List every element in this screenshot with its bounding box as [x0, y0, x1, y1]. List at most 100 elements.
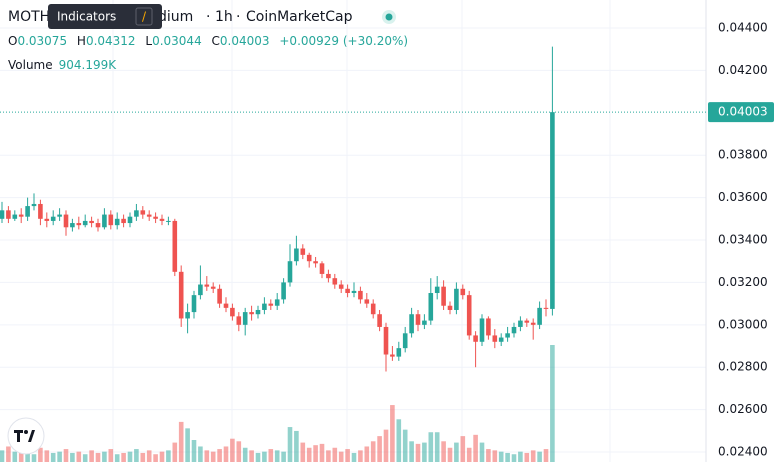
last-price-label: 0.04003 [718, 105, 768, 119]
volume-bar [370, 441, 376, 462]
volume-bar [223, 446, 229, 462]
volume-bar [217, 449, 222, 462]
candle-body [159, 218, 165, 221]
y-tick-label: 0.02400 [718, 445, 768, 459]
candle-body [121, 218, 126, 224]
candle-body [63, 214, 69, 228]
volume-bar [511, 454, 517, 462]
ohlc-value: 0.03075 [17, 34, 67, 48]
volume-bar [6, 446, 11, 462]
volume-bar [210, 451, 216, 462]
candle-body [447, 305, 453, 310]
symbol-rest: dium [158, 9, 193, 25]
volume-legend: Volume 904.199K [8, 58, 117, 72]
volume-bar [153, 454, 158, 462]
candle-body [255, 309, 261, 315]
candle-body [441, 286, 446, 306]
logo-shape [28, 430, 35, 442]
candle-body [358, 290, 363, 300]
volume-bar [230, 438, 235, 462]
ohlc-label: H [77, 34, 86, 48]
candle-body [409, 314, 414, 334]
candle-body [217, 288, 222, 304]
volume-bar [460, 436, 466, 462]
volume-bar [166, 450, 171, 462]
candle-body [306, 254, 312, 262]
volume-bar [76, 451, 82, 462]
volume-bar [249, 450, 254, 462]
change: +0.00929 (+30.20%) [279, 34, 408, 48]
volume-bar [31, 454, 37, 462]
candle-body [505, 333, 510, 338]
volume-bar [447, 447, 453, 462]
status-dot[interactable] [385, 13, 393, 21]
volume-bar [358, 450, 363, 462]
candle-body [524, 320, 530, 323]
y-tick-label: 0.03800 [718, 148, 768, 162]
keycap [135, 7, 153, 26]
candle-body [102, 214, 107, 228]
candle-body [153, 216, 158, 219]
candle-body [12, 214, 18, 219]
volume-bar [102, 451, 107, 462]
volume-bar [332, 447, 338, 462]
candle-body [370, 303, 376, 315]
volume-bar [441, 441, 446, 462]
candle-body [402, 333, 408, 349]
candle-body [383, 326, 389, 355]
candle-body [281, 282, 286, 300]
candle-body [498, 337, 504, 342]
candle-body [76, 223, 82, 226]
candle-body [210, 286, 216, 289]
volume-bar [242, 447, 248, 462]
candle-body [114, 218, 120, 226]
volume-bar [38, 447, 43, 462]
candle-body [6, 210, 11, 219]
volume-bar [550, 345, 555, 462]
candle-body [249, 312, 254, 315]
volume-bar [479, 442, 485, 462]
candle-body [364, 299, 370, 304]
volume-bar [454, 442, 459, 462]
candle-body [377, 314, 382, 327]
y-tick-label: 0.02800 [718, 360, 768, 374]
candle-body [473, 335, 478, 342]
volume-bar [306, 447, 312, 462]
volume-bar [409, 441, 414, 462]
volume-bar [466, 447, 472, 462]
volume-bar [486, 449, 491, 462]
volume-bar [108, 449, 114, 462]
candle-body [492, 335, 498, 342]
volume-bar [255, 452, 261, 462]
symbol: MOTH [8, 9, 50, 25]
candle-body [428, 293, 434, 321]
candle-body [185, 312, 190, 319]
volume-bar [473, 434, 478, 462]
candle-body [166, 220, 171, 222]
separator: · [236, 9, 240, 25]
volume-bar [50, 452, 56, 462]
volume-bar [543, 449, 549, 462]
candle-body [422, 320, 427, 325]
volume-bar [95, 452, 101, 462]
volume-bar [274, 450, 280, 462]
ohlc-value: 0.03044 [152, 34, 202, 48]
candle-body [338, 284, 344, 289]
price-axis: 0.04400 0.04200 0.03800 0.03600 0.03400 0.032… [718, 20, 768, 458]
volume-bar [300, 442, 306, 462]
volume-bar [57, 451, 62, 462]
candle-body [351, 290, 357, 294]
source: CoinMarketCap [246, 9, 353, 25]
volume-bar [268, 449, 274, 462]
candle-body [518, 320, 523, 327]
candle-body [178, 271, 184, 319]
candle-body [204, 284, 210, 287]
candle-body [242, 312, 248, 325]
volume-bar [434, 432, 440, 462]
logo-badge [7, 417, 45, 455]
candle-body [262, 303, 267, 310]
volume-bar [364, 446, 370, 462]
volume-bar [351, 452, 357, 462]
volume-bar [18, 452, 24, 462]
